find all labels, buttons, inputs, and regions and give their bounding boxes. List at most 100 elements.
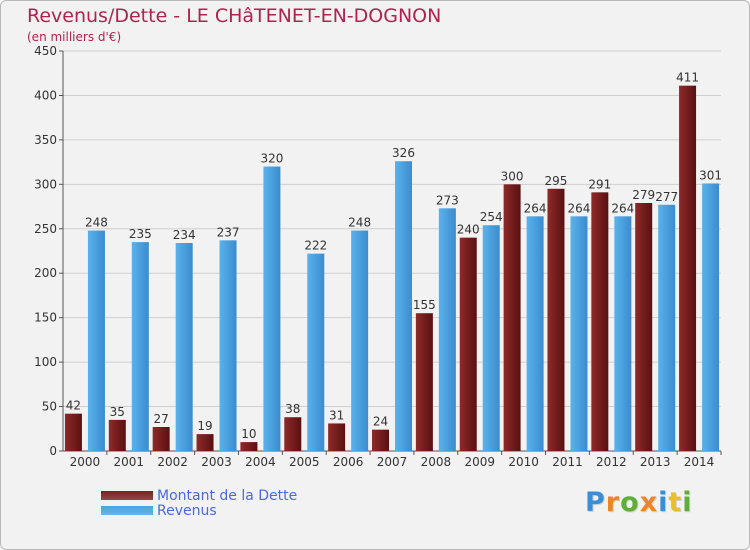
bar-revenus [614,216,632,451]
bar-revenus [131,242,149,451]
x-tick-label: 2004 [245,455,276,469]
data-label-revenus: 264 [568,201,591,215]
bar-revenus [482,225,500,451]
data-label-dette: 291 [588,177,611,191]
logo-letter: P [585,487,606,518]
bar-revenus [570,216,588,451]
bar-dette [503,184,521,452]
bar-dette [328,423,346,451]
bar-dette [372,429,389,451]
bar-dette [108,419,126,451]
chart-subtitle: (en milliers d'€) [27,30,122,44]
bar-dette [415,313,433,451]
x-tick-label: 2001 [114,455,145,469]
logo-letter: x [639,487,659,518]
data-label-revenus: 235 [129,227,152,241]
data-label-revenus: 248 [85,216,108,230]
y-tick-label: 100 [34,355,57,369]
data-label-revenus: 326 [392,146,415,160]
data-label-dette: 38 [285,402,300,416]
data-label-revenus: 273 [436,193,459,207]
bar-dette [547,188,565,451]
bar-dette [240,442,258,451]
x-tick-label: 2012 [596,455,627,469]
x-tick-label: 2010 [508,455,539,469]
bar-revenus [526,216,544,451]
x-tick-label: 2002 [157,455,188,469]
legend-swatch-revenus [101,506,153,515]
x-tick-label: 2013 [640,455,671,469]
bar-revenus [438,208,456,451]
data-label-dette: 279 [632,188,655,202]
bar-revenus [87,230,105,451]
y-tick-label: 150 [34,311,57,325]
data-label-dette: 411 [676,71,699,85]
x-tick-label: 2006 [333,455,364,469]
bar-dette [635,203,653,451]
bar-dette [64,413,82,451]
bar-dette [459,237,477,451]
bar-revenus [219,240,237,451]
x-tick-label: 2014 [684,455,715,469]
data-label-revenus: 264 [524,201,547,215]
logo-letter: i [658,487,669,518]
data-label-revenus: 222 [304,239,327,253]
data-label-dette: 295 [545,174,568,188]
data-label-dette: 31 [329,408,344,422]
bar-revenus [702,183,720,451]
logo-letter: t [668,487,683,518]
legend-swatch-dette [101,491,153,500]
bar-dette [152,427,170,451]
logo-letter: o [620,487,640,518]
bar-revenus [395,161,412,451]
data-label-dette: 155 [413,298,436,312]
x-tick-label: 2009 [464,455,495,469]
bar-dette [196,434,214,451]
proxiti-logo: Proxiti [585,487,693,518]
x-tick-label: 2011 [552,455,583,469]
legend-item-dette: Montant de la Dette [101,487,298,504]
y-tick-label: 50 [42,400,57,414]
x-tick-label: 2007 [377,455,408,469]
data-label-revenus: 237 [217,225,240,239]
data-label-revenus: 301 [699,168,722,182]
data-label-dette: 35 [110,405,125,419]
y-tick-label: 450 [34,44,57,58]
data-label-dette: 19 [197,419,212,433]
y-tick-label: 300 [34,177,57,191]
bar-revenus [351,230,369,451]
x-tick-label: 2003 [201,455,232,469]
y-tick-label: 0 [49,444,57,458]
x-tick-label: 2000 [70,455,101,469]
bar-revenus [658,204,676,451]
legend-item-revenus: Revenus [101,502,297,519]
y-tick-label: 250 [34,222,57,236]
y-tick-label: 200 [34,266,57,280]
data-label-dette: 42 [66,399,81,413]
data-label-dette: 10 [241,427,256,441]
bar-dette [591,192,609,452]
legend-label-revenus: Revenus [157,502,217,519]
data-label-revenus: 248 [348,216,371,230]
data-label-revenus: 320 [260,152,283,166]
logo-letter: i [682,487,693,518]
data-label-dette: 24 [373,415,388,429]
legend-label-dette: Montant de la Dette [157,487,298,504]
bar-dette [679,85,697,452]
plot-area [63,51,721,451]
chart-title: Revenus/Dette - LE CHâTENET-EN-DOGNON [27,5,442,27]
data-label-revenus: 264 [611,201,634,215]
logo-letter: r [605,487,621,518]
bar-revenus [263,166,281,452]
data-label-revenus: 277 [655,190,678,204]
y-tick-label: 350 [34,133,57,147]
bar-dette [284,417,302,451]
data-label-dette: 27 [154,412,169,426]
bar-revenus [175,243,193,451]
x-tick-label: 2008 [421,455,452,469]
y-tick-label: 400 [34,88,57,102]
data-label-dette: 240 [457,223,480,237]
bar-revenus [307,253,325,451]
